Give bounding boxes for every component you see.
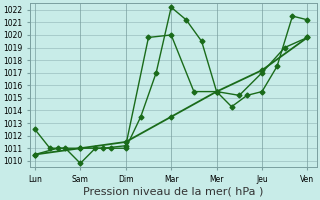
X-axis label: Pression niveau de la mer( hPa ): Pression niveau de la mer( hPa ) bbox=[83, 187, 264, 197]
